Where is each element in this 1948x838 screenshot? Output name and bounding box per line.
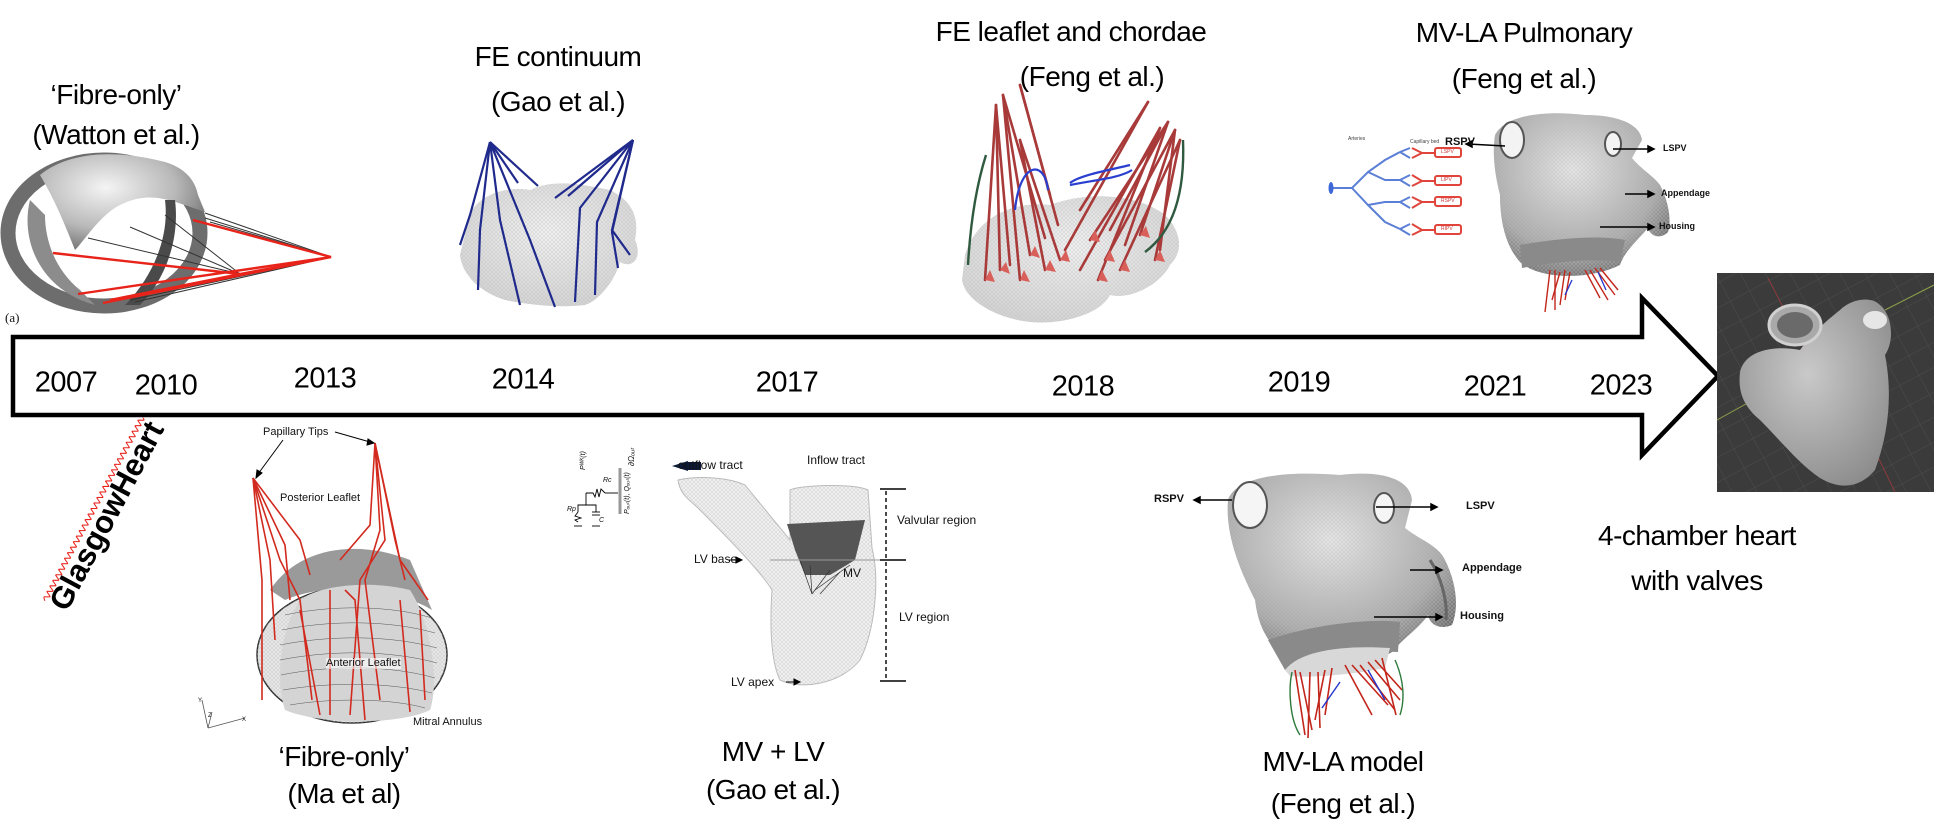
outflow-tract-label: outflow tract: [678, 458, 743, 472]
mv-lv-title: MV + LV: [721, 736, 825, 767]
year-2010: 2010: [134, 369, 198, 402]
network-box-2: LIPV: [1441, 177, 1452, 183]
pout-label: Pₒᵤₜ(t), Qₒᵤₜ(t): [624, 472, 631, 514]
mvla-lspv-label: LSPV: [1466, 500, 1495, 512]
network-box-4: RIPV: [1441, 226, 1453, 232]
year-2014: 2014: [491, 363, 555, 396]
fe-continuum-model: [458, 139, 638, 308]
four-chamber-subtitle: with valves: [1631, 565, 1763, 596]
pwk-label: Pᵂᴷ(t): [580, 451, 587, 470]
pulmonary-rspv-label: RSPV: [1445, 136, 1475, 148]
watton-author: (Watton et al.): [32, 119, 200, 150]
axis-z-label: Z: [208, 713, 212, 719]
anterior-leaflet-label: Anterior Leaflet: [326, 657, 401, 669]
posterior-leaflet-label: Posterior Leaflet: [280, 492, 361, 504]
four-chamber-title: 4-chamber heart: [1598, 520, 1796, 551]
mv-label: MV: [843, 566, 861, 580]
mvla-rspv-label: RSPV: [1154, 493, 1184, 505]
network-box-3: RSPV: [1441, 198, 1455, 204]
domega-label: ∂Ωₒᵤₜ: [627, 447, 636, 466]
ma-title: ‘Fibre-only’: [278, 741, 410, 772]
mv-lv-author: (Gao et al.): [705, 774, 841, 805]
glasgowheart-label: GlasgowHeart: [42, 416, 172, 617]
year-2023: 2023: [1589, 369, 1653, 402]
network-arteries-label: Arteries: [1348, 136, 1366, 142]
fe-continuum-author: (Gao et al.): [490, 86, 626, 117]
inflow-tract-label: Inflow tract: [807, 453, 866, 467]
network-capillary-label: Capillary bed: [1410, 139, 1440, 145]
fe-continuum-title: FE continuum: [474, 41, 642, 72]
mv-la-model-author: (Feng et al.): [1270, 788, 1416, 819]
year-2018: 2018: [1051, 370, 1115, 403]
year-2019: 2019: [1267, 366, 1331, 399]
pulmonary-housing-label: Housing: [1659, 221, 1695, 231]
ma-mitral-valve-model: [201, 431, 448, 729]
mitral-annulus-label: Mitral Annulus: [413, 716, 483, 728]
four-chamber-heart-render: [1716, 273, 1935, 493]
mvla-housing-label: Housing: [1460, 610, 1504, 622]
watton-title: ‘Fibre-only’: [50, 79, 182, 110]
rp-label: Rp: [567, 506, 576, 513]
year-2007: 2007: [34, 366, 98, 399]
mv-la-model-title: MV-LA model: [1262, 746, 1424, 777]
rc-label: Rc: [603, 477, 612, 484]
watton-fibre-model: [0, 152, 332, 314]
pulmonary-lspv-label: LSPV: [1663, 143, 1687, 153]
fe-leaflet-chordae-model: [962, 83, 1185, 323]
mv-la-lower-model: [1192, 473, 1456, 739]
fe-leaflet-author: (Feng et al.): [1019, 61, 1165, 92]
ma-author: (Ma et al): [287, 778, 401, 809]
lv-base-label: LV base: [694, 552, 738, 566]
fe-leaflet-title: FE leaflet and chordae: [935, 16, 1207, 47]
axis-x-label: X: [242, 717, 247, 723]
year-2013: 2013: [293, 362, 357, 395]
c-label: C: [599, 517, 605, 524]
timeline-arrow: [10, 292, 1722, 461]
mv-la-pulmonary-model: [1328, 113, 1670, 313]
year-2021: 2021: [1463, 370, 1527, 403]
gao-mv-lv-model: [573, 461, 906, 686]
panel-label-a: (a): [5, 310, 20, 325]
mvla-appendage-label: Appendage: [1462, 562, 1522, 574]
mv-la-pulmonary-title: MV-LA Pulmonary: [1415, 17, 1633, 48]
lv-region-label: LV region: [899, 610, 950, 624]
year-2017: 2017: [755, 366, 819, 399]
papillary-tips-label: Papillary Tips: [263, 426, 329, 438]
lv-apex-label: LV apex: [731, 675, 775, 689]
mv-la-pulmonary-author: (Feng et al.): [1451, 63, 1597, 94]
axis-y-label: Y: [198, 698, 203, 704]
pulmonary-appendage-label: Appendage: [1661, 188, 1711, 198]
network-box-1: LSPV: [1441, 149, 1454, 155]
valvular-region-label: Valvular region: [897, 513, 977, 527]
spellcheck-squiggle: [42, 416, 146, 602]
